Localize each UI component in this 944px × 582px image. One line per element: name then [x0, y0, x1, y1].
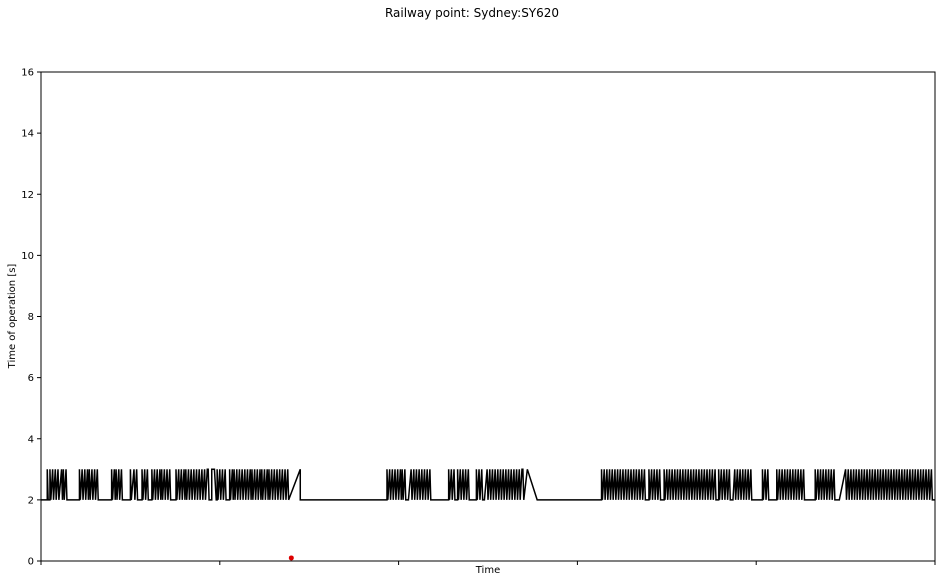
x-axis-ticks	[40, 561, 936, 565]
x-axis-label: Time	[475, 565, 500, 576]
y-tick-label: 0	[28, 557, 34, 568]
chart-title: Railway point: Sydney:SY620	[385, 6, 559, 20]
y-tick-label: 6	[28, 373, 34, 384]
y-tick-label: 8	[28, 312, 34, 323]
y-tick-label: 12	[21, 190, 34, 201]
y-tick-label: 2	[28, 495, 34, 506]
y-tick-label: 10	[21, 251, 34, 262]
y-tick-label: 16	[21, 68, 34, 79]
y-axis-label: Time of operation [s]	[7, 264, 18, 370]
y-axis-ticks: 0 2 4 6 8 10 12 14 16	[21, 68, 41, 568]
y-tick-label: 14	[21, 129, 34, 140]
series-line	[41, 468, 935, 501]
plot-frame	[40, 71, 936, 562]
series-layer	[41, 468, 935, 501]
marker-layer	[288, 555, 294, 561]
y-tick-label: 4	[28, 434, 34, 445]
data-point-marker	[288, 555, 294, 561]
